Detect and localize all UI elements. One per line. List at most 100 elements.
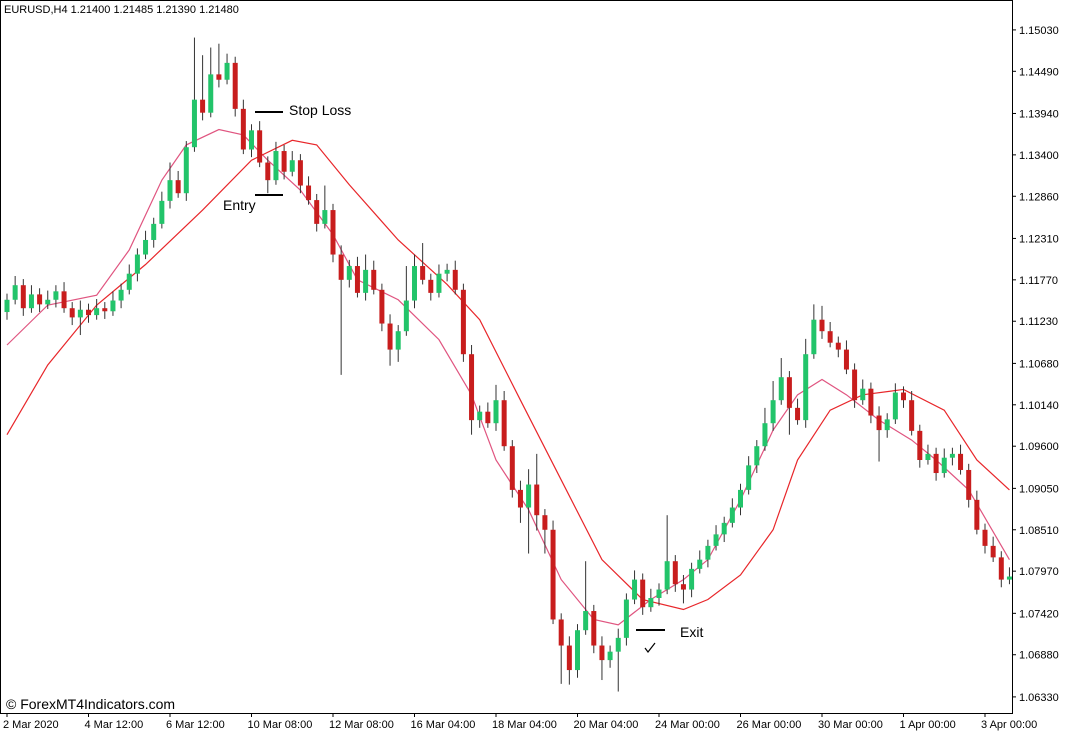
candle-body <box>860 388 866 401</box>
y-tick-label: 1.06880 <box>1019 650 1059 662</box>
candle-body <box>640 579 646 608</box>
candle-body <box>4 299 10 313</box>
y-tick-label: 1.11230 <box>1019 316 1058 328</box>
y-tick-label: 1.07420 <box>1019 608 1059 620</box>
candle-body <box>395 331 401 350</box>
candle-body <box>697 559 703 569</box>
candle-body <box>28 294 34 309</box>
x-tick-label: 6 Mar 12:00 <box>166 719 225 731</box>
candle-body <box>102 308 108 312</box>
candle-body <box>819 319 825 332</box>
candle-body <box>134 254 140 274</box>
candle-body <box>338 254 344 280</box>
candle-body <box>403 300 409 332</box>
candle-body <box>183 147 189 194</box>
y-tick-label: 1.09050 <box>1019 483 1059 495</box>
candle-body <box>892 392 898 420</box>
candle-body <box>974 499 980 530</box>
candle-body <box>469 354 475 421</box>
candle-body <box>843 349 849 370</box>
candle-body <box>273 151 279 181</box>
candle-body <box>803 354 809 421</box>
candle-body <box>835 342 841 350</box>
candle-body <box>754 446 760 466</box>
candle-body <box>786 377 792 408</box>
candle-body <box>607 651 613 661</box>
candle-body <box>705 545 711 560</box>
y-tick-label: 1.13400 <box>1019 150 1059 162</box>
candle-body <box>444 269 450 274</box>
candle-body <box>778 377 784 401</box>
candle-body <box>615 637 621 652</box>
candle-body <box>86 309 91 316</box>
candle-body <box>526 484 532 508</box>
candle-body <box>517 489 523 508</box>
candle-body <box>322 210 328 224</box>
candle-body <box>428 279 434 293</box>
candle-body <box>949 453 955 458</box>
candle-body <box>77 309 83 318</box>
y-tick-label: 1.09600 <box>1019 441 1059 453</box>
candle-body <box>175 180 181 194</box>
x-tick-label: 26 Mar 00:00 <box>737 719 802 731</box>
candle-body <box>689 568 695 590</box>
candle-body <box>216 74 222 80</box>
candle-body <box>501 400 507 447</box>
candle-body <box>249 130 254 150</box>
candle-body <box>493 400 499 424</box>
y-tick-label: 1.12310 <box>1019 233 1059 245</box>
candle-body <box>289 160 295 172</box>
candle-body <box>240 108 246 150</box>
candle-body <box>738 489 743 508</box>
candle-body <box>632 579 638 600</box>
y-tick-label: 1.11770 <box>1019 275 1058 287</box>
candle-body <box>827 331 833 343</box>
candle-body <box>811 319 817 355</box>
candle-body <box>990 545 996 558</box>
candle-body <box>53 291 59 300</box>
candle-body <box>306 185 312 201</box>
candle-body <box>37 294 43 305</box>
candle-body <box>909 400 915 431</box>
candle-body <box>151 223 157 240</box>
candle-body <box>591 611 597 646</box>
candle-body <box>224 62 230 80</box>
candle-body <box>901 392 906 401</box>
candle-body <box>672 561 678 585</box>
candle-body <box>534 484 540 516</box>
x-tick-label: 10 Mar 08:00 <box>248 719 313 731</box>
x-tick-label: 1 Apr 00:00 <box>900 719 956 731</box>
candle-body <box>69 308 75 318</box>
candle-body <box>648 598 654 608</box>
candle-body <box>746 465 752 490</box>
x-tick-label: 3 Apr 00:00 <box>981 719 1037 731</box>
candle-body <box>314 200 320 224</box>
x-tick-label: 4 Mar 12:00 <box>85 719 144 731</box>
candle-body <box>297 160 303 186</box>
candle-body <box>460 289 466 355</box>
candle-body <box>966 469 972 500</box>
candle-body <box>265 162 271 181</box>
candle-body <box>200 99 206 113</box>
candle-body <box>917 430 923 460</box>
y-tick-label: 1.08510 <box>1019 525 1059 537</box>
x-tick-label: 24 Mar 00:00 <box>655 719 720 731</box>
plot-area <box>4 37 1012 692</box>
candle-body <box>167 180 173 201</box>
candle-body <box>379 289 385 324</box>
stop-loss-label: Stop Loss <box>289 102 351 118</box>
x-tick-label: 12 Mar 08:00 <box>329 719 394 731</box>
watermark: © ForexMT4Indicators.com <box>6 696 175 712</box>
candle-body <box>664 561 670 590</box>
candle-body <box>558 619 564 646</box>
candle-body <box>412 266 417 301</box>
candle-body <box>795 407 801 421</box>
x-tick-label: 16 Mar 04:00 <box>411 719 476 731</box>
x-tick-label: 30 Mar 00:00 <box>818 719 883 731</box>
candle-body <box>566 645 572 671</box>
candle-body <box>656 589 662 598</box>
candle-body <box>126 273 132 290</box>
candle-body <box>925 453 931 460</box>
x-tick-label: 2 Mar 2020 <box>3 719 59 731</box>
candle-body <box>941 457 947 474</box>
